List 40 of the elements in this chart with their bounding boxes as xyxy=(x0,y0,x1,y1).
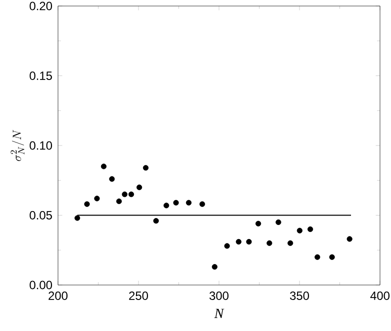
x-tick-label: 200 xyxy=(48,292,68,300)
point xyxy=(153,218,159,224)
point xyxy=(346,236,352,242)
point xyxy=(109,176,115,182)
point xyxy=(276,219,282,226)
y-tick-label: 0.20 xyxy=(30,2,52,10)
point xyxy=(199,201,206,207)
y-tick-label: 0.00 xyxy=(30,280,52,290)
point xyxy=(164,202,170,208)
point xyxy=(224,243,230,249)
point xyxy=(288,240,294,246)
point xyxy=(329,254,335,260)
point xyxy=(296,228,302,234)
point xyxy=(136,184,142,190)
point xyxy=(255,220,262,226)
point xyxy=(116,198,122,204)
y-axis-title: $\sigma_N^2/N$ xyxy=(10,130,24,162)
x-tick-label: 400 xyxy=(370,292,390,300)
point xyxy=(307,226,314,232)
point xyxy=(246,238,252,245)
point xyxy=(266,240,272,246)
point xyxy=(122,192,128,198)
x-tick-label: 350 xyxy=(290,292,310,300)
point xyxy=(128,192,134,198)
point xyxy=(236,238,242,245)
point xyxy=(142,165,149,171)
point xyxy=(94,196,100,202)
point xyxy=(100,164,107,170)
point xyxy=(173,200,179,206)
point xyxy=(212,264,218,270)
y-tick-label: 0.10 xyxy=(30,141,52,150)
point xyxy=(74,215,80,221)
x-axis-title: N xyxy=(214,308,224,318)
x-tick-label: 250 xyxy=(129,292,148,300)
y-tick-label: 0.05 xyxy=(30,211,52,220)
point xyxy=(84,201,90,207)
point xyxy=(186,200,192,206)
point xyxy=(314,254,320,260)
x-tick-label: 300 xyxy=(209,292,229,300)
y-tick-label: 0.15 xyxy=(30,72,52,80)
